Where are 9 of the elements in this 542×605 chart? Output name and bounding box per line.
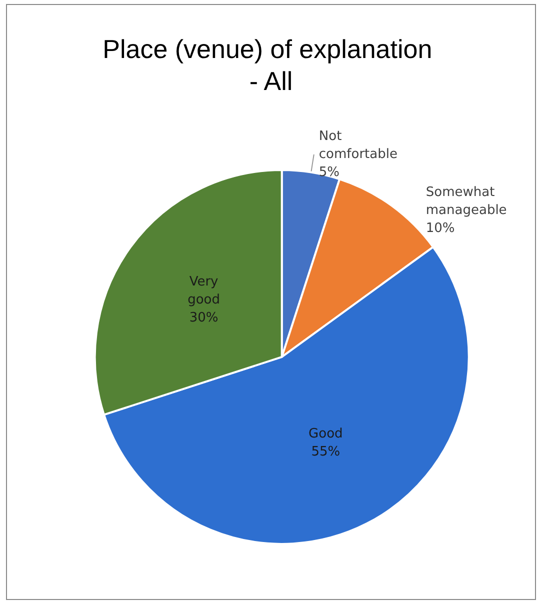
data-label: 55% — [311, 444, 340, 460]
slice-label: Not comfortable — [318, 128, 398, 162]
slice-label: Good — [308, 426, 343, 442]
chart-title: Place (venue) of explanation - All — [102, 34, 440, 96]
data-label: 5% — [318, 164, 340, 180]
data-label: 30% — [189, 310, 218, 326]
slice-label: Somewhat manageable — [426, 184, 507, 218]
slice-label: Very good — [188, 274, 220, 308]
data-label: 10% — [426, 220, 455, 236]
